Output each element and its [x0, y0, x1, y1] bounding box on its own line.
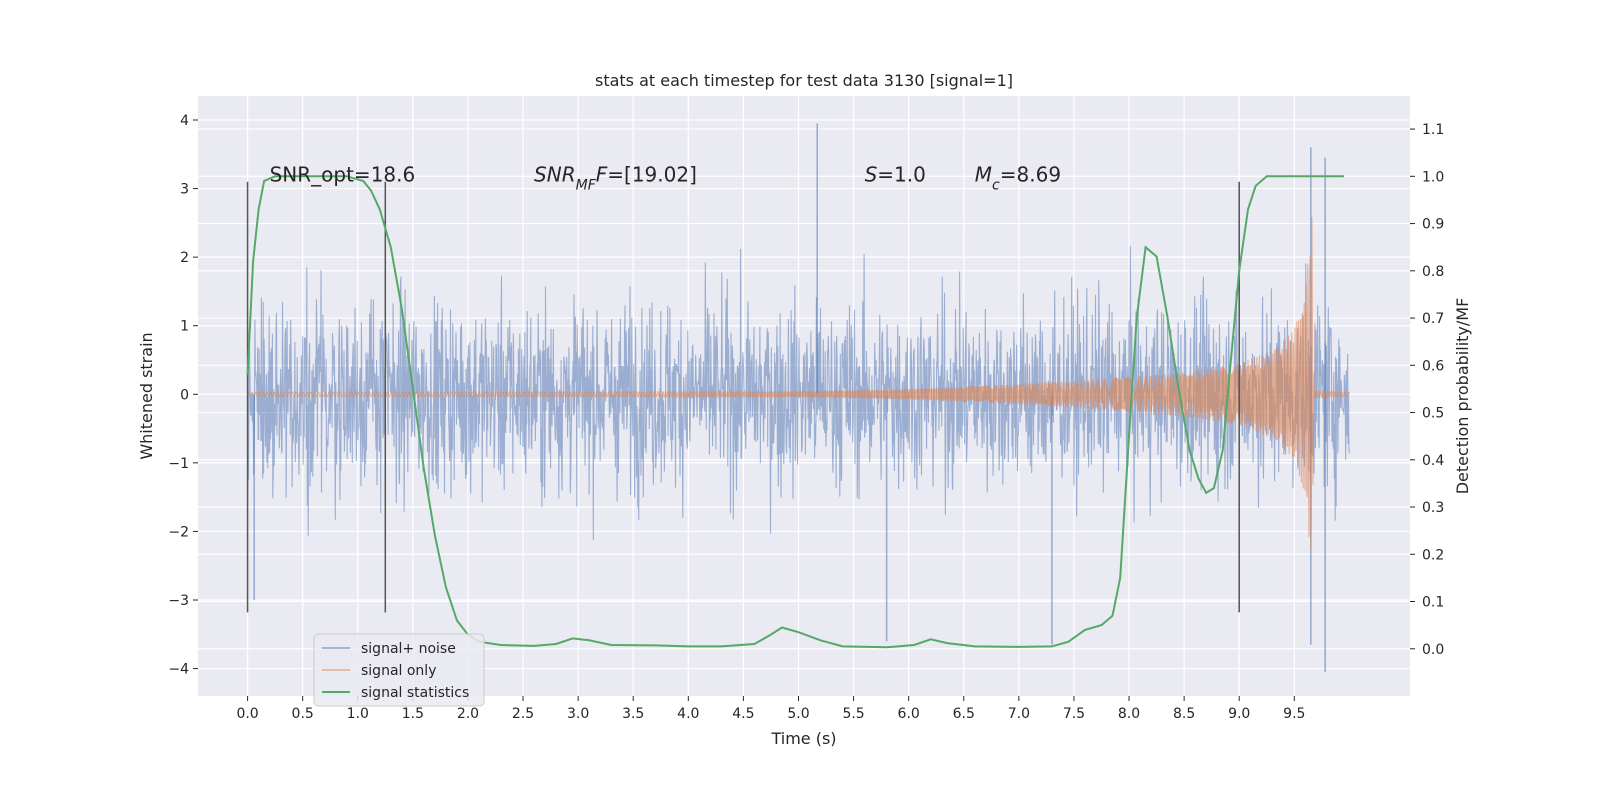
x-tick-label: 9.0 [1228, 706, 1250, 722]
y-right-tick-label: 0.7 [1422, 311, 1444, 327]
x-tick-label: 8.0 [1118, 706, 1140, 722]
y-tick-label: −2 [168, 524, 189, 540]
annotation-3: Mc=8.69 [975, 163, 1061, 194]
x-tick-label: 4.5 [732, 706, 754, 722]
x-tick-label: 0.5 [292, 706, 314, 722]
y-axis-label-right: Detection probability/MF [1453, 298, 1472, 495]
y-right-tick-label: 1.1 [1422, 122, 1444, 138]
legend-label: signal+ noise [361, 641, 456, 657]
y-tick-label: 0 [180, 387, 189, 403]
y-right-tick-label: 0.3 [1422, 500, 1444, 516]
x-tick-label: 1.5 [402, 706, 424, 722]
y-right-tick-label: 0.5 [1422, 406, 1444, 422]
annotation-2: S=1.0 [865, 163, 926, 187]
y-tick-label: 2 [180, 250, 189, 266]
x-tick-label: 3.5 [622, 706, 644, 722]
x-axis-label: Time (s) [770, 729, 836, 748]
y-right-tick-label: 0.8 [1422, 264, 1444, 280]
y-tick-label: −1 [168, 456, 189, 472]
y-right-tick-label: 0.0 [1422, 642, 1444, 658]
x-tick-label: 2.0 [457, 706, 479, 722]
series-signal-only [247, 217, 1350, 550]
y-tick-label: 4 [180, 113, 189, 129]
y-axis-label: Whitened strain [137, 332, 156, 459]
x-tick-label: 3.0 [567, 706, 589, 722]
legend [313, 633, 485, 707]
y-right-tick-label: 0.6 [1422, 358, 1444, 374]
y-tick-label: −4 [168, 662, 189, 678]
x-tick-label: 8.5 [1173, 706, 1195, 722]
annotation-1: SNRMFF=[19.02] [534, 163, 697, 194]
x-tick-label: 5.5 [842, 706, 864, 722]
x-tick-label: 7.5 [1063, 706, 1085, 722]
y-right-tick-label: 0.9 [1422, 217, 1444, 233]
y-tick-label: −3 [168, 593, 189, 609]
y-right-tick-label: 0.4 [1422, 453, 1444, 469]
y-tick-label: 3 [180, 182, 189, 198]
annotation-0: SNR_opt=18.6 [270, 163, 416, 187]
legend-label: signal only [361, 663, 436, 679]
legend-label: signal statistics [361, 685, 469, 701]
x-tick-label: 2.5 [512, 706, 534, 722]
x-tick-label: 7.0 [1008, 706, 1030, 722]
series-signal-statistics [246, 175, 1344, 649]
chart-title: stats at each timestep for test data 313… [595, 71, 1013, 90]
x-tick-label: 6.5 [953, 706, 975, 722]
y-right-tick-label: 1.0 [1422, 169, 1444, 185]
x-tick-label: 4.0 [677, 706, 699, 722]
x-tick-label: 1.0 [347, 706, 369, 722]
x-tick-label: 9.5 [1283, 706, 1305, 722]
x-tick-label: 0.0 [236, 706, 258, 722]
x-tick-label: 5.0 [787, 706, 809, 722]
y-right-tick-label: 0.2 [1422, 547, 1444, 563]
x-tick-label: 6.0 [898, 706, 920, 722]
y-right-tick-label: 0.1 [1422, 595, 1444, 611]
y-tick-label: 1 [180, 319, 189, 335]
